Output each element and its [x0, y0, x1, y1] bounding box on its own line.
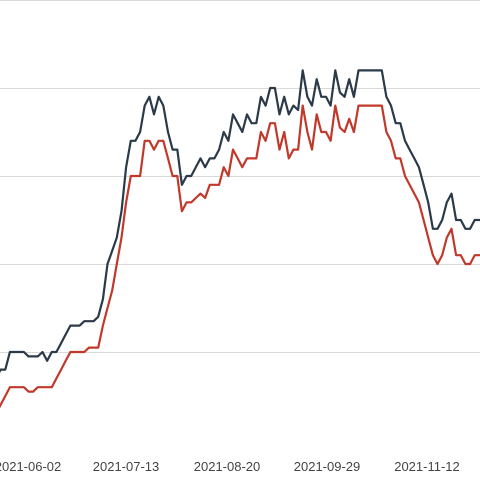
x-tick-label: 2021-06-02	[0, 459, 61, 474]
series-line-1	[0, 69, 480, 374]
series-line-2	[0, 104, 480, 409]
series-lines	[0, 69, 480, 409]
gridlines	[0, 0, 480, 353]
x-axis-tick-labels: 2021-06-02 2021-07-13 2021-08-20 2021-09-29…	[0, 459, 460, 474]
x-tick-label: 2021-07-13	[93, 459, 160, 474]
x-tick-label: 2021-08-20	[194, 459, 261, 474]
x-tick-label: 2021-09-29	[294, 459, 361, 474]
x-tick-label: 2021-11-12	[394, 459, 460, 474]
